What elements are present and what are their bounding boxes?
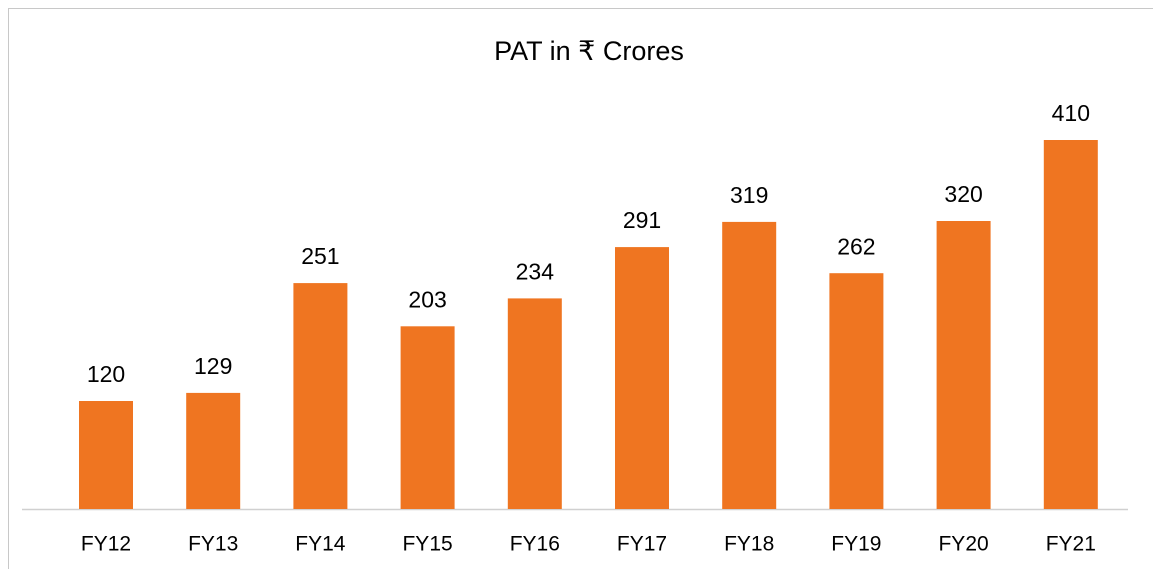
data-label: 319 <box>730 182 768 208</box>
data-label: 291 <box>623 207 661 233</box>
bar <box>722 221 777 509</box>
data-label: 262 <box>837 233 875 259</box>
bar <box>293 283 348 509</box>
chart-title: PAT in ₹ Crores <box>494 36 684 66</box>
x-tick-label: FY21 <box>1046 533 1096 556</box>
bar <box>1043 140 1098 509</box>
data-label: 410 <box>1052 100 1090 126</box>
bar <box>936 221 991 509</box>
x-tick-label: FY16 <box>510 533 560 556</box>
x-tick-label: FY19 <box>831 533 881 556</box>
bar <box>186 392 241 509</box>
x-tick-label: FY12 <box>81 533 131 556</box>
bar <box>507 298 562 509</box>
x-tick-label: FY15 <box>402 533 452 556</box>
data-label: 320 <box>944 181 982 207</box>
bar <box>79 401 133 509</box>
data-label: 120 <box>87 361 125 387</box>
x-tick-label: FY20 <box>938 533 988 556</box>
data-label: 129 <box>194 353 232 379</box>
bar <box>615 247 669 509</box>
x-tick-label: FY14 <box>295 533 346 556</box>
bar <box>829 273 884 509</box>
data-label: 203 <box>408 286 446 312</box>
data-label: 251 <box>301 243 339 269</box>
bar <box>400 326 455 509</box>
data-label: 234 <box>516 258 555 284</box>
x-tick-label: FY17 <box>617 533 667 556</box>
x-tick-label: FY18 <box>724 533 774 556</box>
x-tick-label: FY13 <box>188 533 238 556</box>
